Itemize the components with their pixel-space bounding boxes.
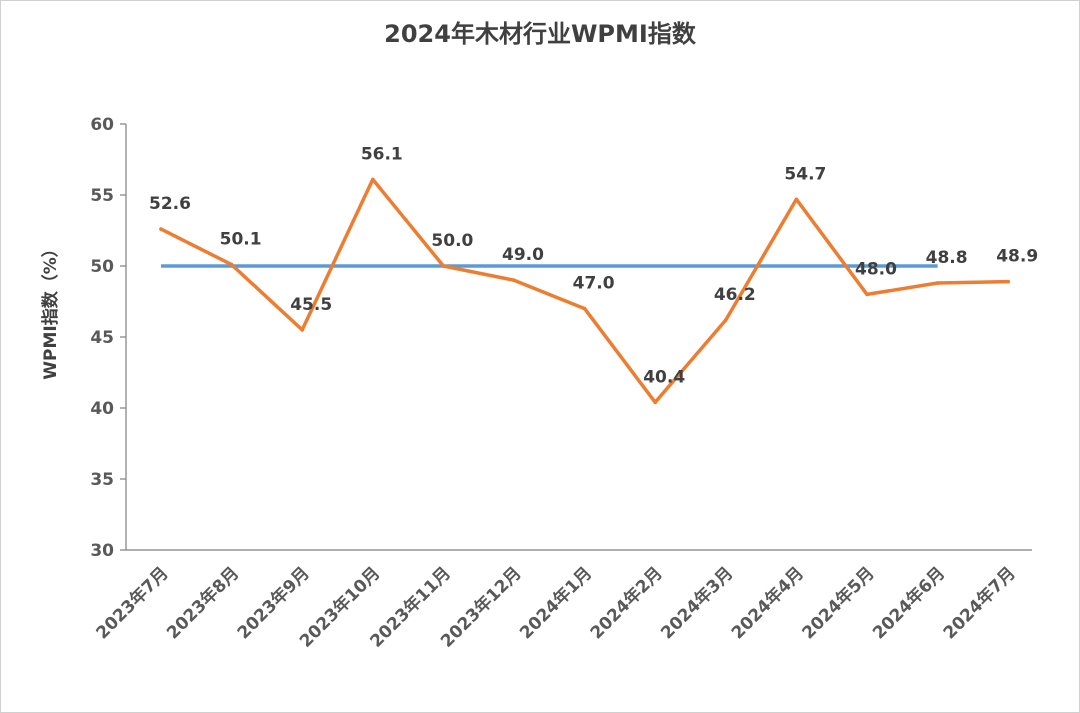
data-point — [300, 328, 305, 332]
data-point — [512, 278, 516, 283]
x-tick-label: 2024年7月 — [939, 563, 1020, 644]
data-labels: 52.6 50.1 45.5 56.1 50.0 49.0 47.0 40.4 46.2 54.7… — [149, 144, 1038, 387]
data-point — [935, 281, 940, 285]
data-label: 50.0 — [431, 231, 473, 251]
x-ticks: 2023年7月2023年8月2023年9月2023年10月2023年11月202… — [92, 563, 1020, 652]
data-point — [653, 400, 657, 405]
x-tick-label: 2024年5月 — [798, 563, 879, 644]
data-point — [794, 197, 799, 202]
y-tick-label: 30 — [90, 541, 114, 561]
data-label: 46.2 — [714, 285, 756, 305]
x-tick-label: 2024年6月 — [868, 563, 949, 644]
data-point — [229, 262, 234, 267]
x-tick-label: 2024年2月 — [586, 563, 667, 644]
x-tick-label: 2024年4月 — [727, 563, 808, 644]
data-point — [1006, 279, 1010, 284]
x-tick-label: 2023年7月 — [92, 563, 173, 644]
y-tick-label: 40 — [90, 399, 114, 419]
data-label: 49.0 — [502, 245, 544, 265]
axes — [125, 124, 1032, 551]
y-tick-label: 55 — [90, 186, 114, 206]
data-point — [441, 264, 446, 268]
y-tick-label: 35 — [90, 470, 114, 490]
y-ticks: 30 35 40 45 50 55 60 — [90, 115, 126, 561]
y-tick-label: 50 — [90, 257, 114, 277]
data-label: 50.1 — [220, 230, 262, 250]
x-tick-label: 2024年1月 — [515, 563, 596, 644]
data-point — [582, 306, 587, 311]
y-axis-label: WPMI指数（%） — [40, 240, 61, 380]
data-point — [159, 227, 163, 231]
data-point — [371, 177, 375, 182]
x-tick-label: 2023年8月 — [162, 563, 243, 644]
data-label: 48.8 — [926, 248, 968, 268]
data-label: 45.5 — [290, 295, 332, 315]
series-group — [159, 177, 1010, 405]
data-label: 54.7 — [784, 164, 826, 184]
y-tick-label: 60 — [90, 115, 114, 135]
data-point — [865, 292, 869, 297]
y-tick-label: 45 — [90, 328, 114, 348]
data-label: 48.9 — [996, 247, 1038, 267]
data-label: 40.4 — [643, 367, 685, 387]
chart-title: 2024年木材行业WPMI指数 — [384, 20, 697, 48]
data-label: 56.1 — [361, 144, 403, 164]
data-label: 52.6 — [149, 194, 191, 214]
data-point — [724, 318, 728, 322]
data-label: 48.0 — [855, 259, 897, 279]
data-label: 47.0 — [573, 274, 615, 294]
x-tick-label: 2024年3月 — [657, 563, 738, 644]
